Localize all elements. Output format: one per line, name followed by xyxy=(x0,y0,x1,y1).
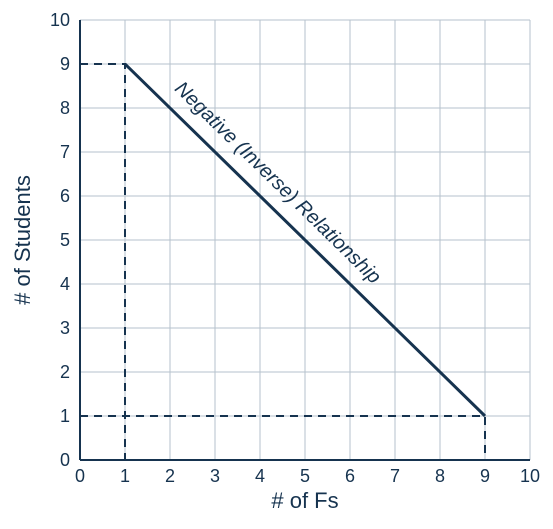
x-tick-label: 2 xyxy=(165,466,175,486)
x-tick-label: 1 xyxy=(120,466,130,486)
y-tick-label: 2 xyxy=(60,362,70,382)
x-axis-title: # of Fs xyxy=(271,488,338,513)
x-tick-label: 4 xyxy=(255,466,265,486)
x-tick-label: 6 xyxy=(345,466,355,486)
x-tick-label: 3 xyxy=(210,466,220,486)
y-tick-label: 7 xyxy=(60,142,70,162)
x-tick-label: 7 xyxy=(390,466,400,486)
y-axis-title: # of Students xyxy=(10,175,35,305)
y-tick-label: 3 xyxy=(60,318,70,338)
y-tick-label: 1 xyxy=(60,406,70,426)
x-tick-label: 0 xyxy=(75,466,85,486)
y-tick-label: 4 xyxy=(60,274,70,294)
y-tick-label: 9 xyxy=(60,54,70,74)
line-chart: 0 1 2 3 4 5 6 7 8 9 10 0 1 2 3 4 5 6 7 8 9 10 # of Fs # of Stud… xyxy=(0,0,553,529)
x-tick-label: 10 xyxy=(520,466,540,486)
y-tick-label: 6 xyxy=(60,186,70,206)
y-tick-label: 0 xyxy=(60,450,70,470)
x-tick-label: 9 xyxy=(480,466,490,486)
x-tick-label: 5 xyxy=(300,466,310,486)
chart-bg xyxy=(0,0,553,529)
x-tick-label: 8 xyxy=(435,466,445,486)
chart-container: 0 1 2 3 4 5 6 7 8 9 10 0 1 2 3 4 5 6 7 8 9 10 # of Fs # of Stud… xyxy=(0,0,553,529)
y-tick-label: 8 xyxy=(60,98,70,118)
y-tick-label: 10 xyxy=(50,10,70,30)
y-tick-label: 5 xyxy=(60,230,70,250)
